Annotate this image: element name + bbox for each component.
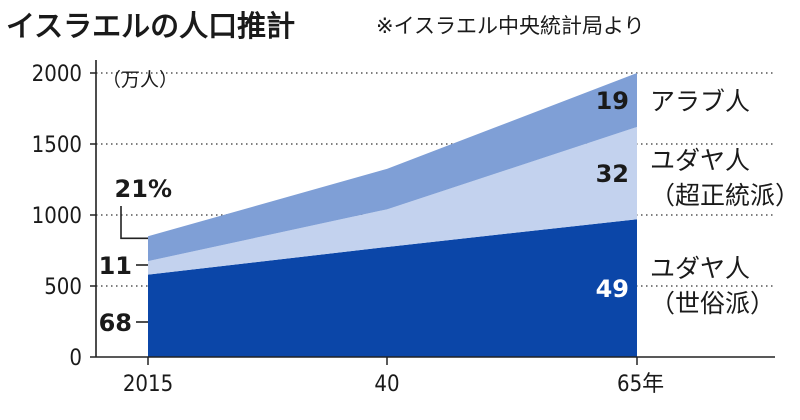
- y-tick-label: 1500: [32, 133, 82, 158]
- y-tick-label: 2000: [32, 62, 82, 87]
- x-tick-label: 2015: [123, 372, 173, 397]
- legend-label: （世俗派）: [650, 289, 775, 318]
- share-2015-label: 21%: [115, 175, 172, 203]
- area-series-2: [148, 73, 637, 262]
- axes: 0 500 1000 1500 2000 2015 40 65年: [32, 60, 775, 397]
- share-2065-label: 19: [596, 87, 629, 115]
- area-series-0: [148, 219, 637, 357]
- grid-lines: [96, 72, 775, 287]
- x-tick-label: 65年: [617, 372, 664, 397]
- chart-source: ※イスラエル中央統計局より: [376, 14, 645, 38]
- share-2015-label: 68: [99, 309, 132, 337]
- share-labels: 68 11 21% 49 32 19: [99, 87, 629, 337]
- chart-title: イスラエルの人口推計: [6, 9, 295, 43]
- share-leader-line: [120, 206, 148, 240]
- legend-label: アラブ人: [650, 87, 750, 116]
- header: イスラエルの人口推計 ※イスラエル中央統計局より: [6, 9, 645, 43]
- share-2015-label: 11: [99, 252, 132, 280]
- area-layers: [148, 73, 637, 357]
- share-2065-label: 32: [596, 160, 629, 188]
- legend: ユダヤ人 （世俗派） ユダヤ人 （超正統派） アラブ人: [650, 87, 800, 318]
- area-series-1: [148, 126, 637, 275]
- share-2065-label: 49: [596, 275, 629, 303]
- y-axis-unit-label: （万人）: [102, 69, 178, 91]
- legend-label: ユダヤ人: [650, 254, 750, 283]
- y-tick-label: 0: [69, 346, 82, 371]
- y-tick-label: 500: [44, 275, 82, 300]
- y-tick-label: 1000: [32, 204, 82, 229]
- x-tick-label: 40: [374, 372, 399, 397]
- legend-label: （超正統派）: [650, 181, 800, 210]
- legend-label: ユダヤ人: [650, 146, 750, 175]
